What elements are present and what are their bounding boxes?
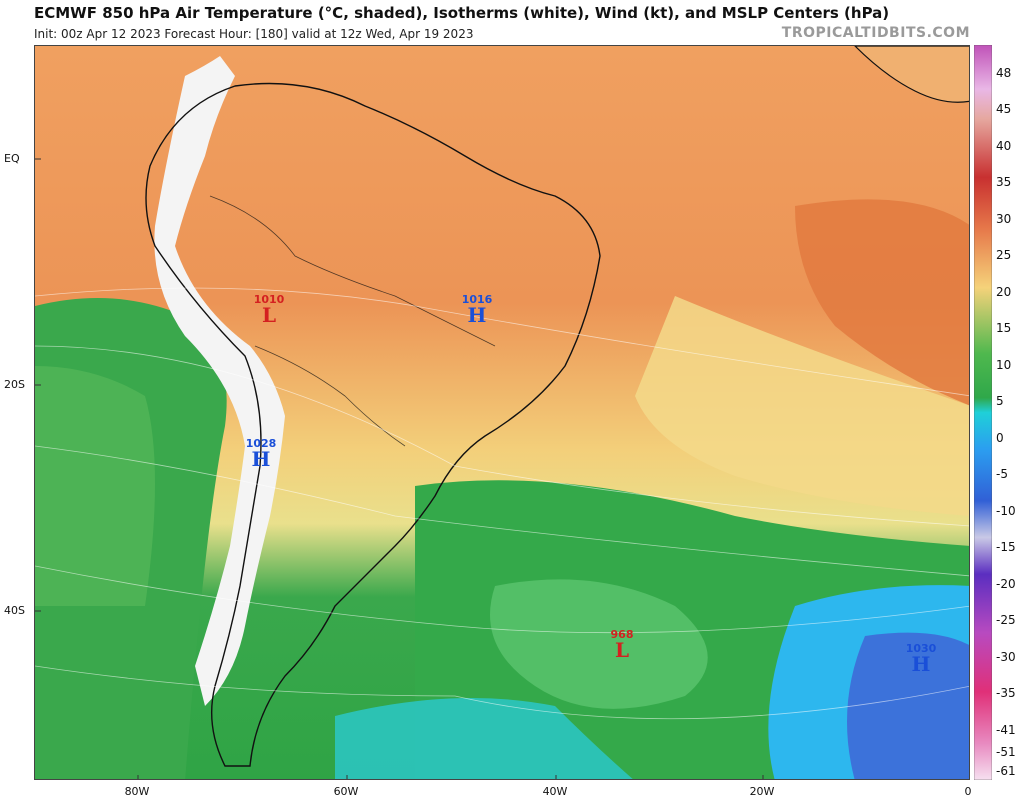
lat-label-20s: 20S — [4, 378, 25, 391]
lon-label-0: 0 — [964, 785, 972, 798]
lat-label-40s: 40S — [4, 604, 25, 617]
colorbar-label: 48 — [996, 66, 1012, 80]
colorbar-label: -10 — [996, 504, 1016, 518]
colorbar-label: 30 — [996, 212, 1012, 226]
colder-pool-zone — [847, 632, 969, 779]
low-pressure-center-1010: 1010 L — [253, 293, 285, 327]
site-watermark: TROPICALTIDBITS.COM — [781, 25, 970, 41]
temperature-colorbar — [974, 45, 992, 780]
low-symbol: L — [261, 303, 277, 327]
colorbar-label: 45 — [996, 102, 1012, 116]
grid-ticks — [35, 158, 764, 779]
colorbar-label: 20 — [996, 285, 1012, 299]
pressure-value: 968 — [610, 628, 634, 641]
lon-label-60w: 60W — [333, 785, 359, 798]
colorbar-label: 35 — [996, 175, 1012, 189]
high-symbol: H — [467, 303, 487, 327]
pacific-mild-zone — [35, 366, 155, 606]
africa-coastline — [854, 46, 969, 103]
atlantic-mild-zone — [635, 296, 969, 516]
lon-label-20w: 20W — [749, 785, 775, 798]
lon-label-40w: 40W — [542, 785, 568, 798]
south-america-coastline — [145, 82, 601, 767]
high-pressure-center-1030: 1030 H — [905, 642, 937, 676]
colorbar-label: -35 — [996, 686, 1016, 700]
temperature-map[interactable]: 1010 L 1016 H 1028 H 968 L 1030 H — [34, 45, 970, 780]
map-subtitle: Init: 00z Apr 12 2023 Forecast Hour: [18… — [34, 27, 474, 41]
lon-label-80w: 80W — [124, 785, 150, 798]
pressure-value: 1030 — [905, 642, 937, 655]
high-pressure-center-1028: 1028 H — [245, 437, 277, 471]
colorbar-label: -61 — [996, 764, 1016, 778]
isotherm-lines — [35, 287, 969, 720]
pressure-value: 1010 — [253, 293, 285, 306]
south-cold-tongue — [335, 698, 633, 779]
high-symbol: H — [911, 652, 931, 676]
pressure-value: 1016 — [461, 293, 493, 306]
colorbar-label: -5 — [996, 467, 1008, 481]
colorbar-label: 0 — [996, 431, 1004, 445]
cyclone-core-zone — [490, 579, 708, 709]
high-symbol: H — [251, 447, 271, 471]
andes-high-terrain — [154, 56, 285, 706]
colorbar-label: -51 — [996, 745, 1016, 759]
map-canvas — [35, 46, 969, 779]
colorbar-label: -30 — [996, 650, 1016, 664]
colorbar-label: 40 — [996, 139, 1012, 153]
low-pressure-center-968: 968 L — [610, 628, 634, 662]
colorbar-label: 15 — [996, 321, 1012, 335]
pressure-value: 1028 — [245, 437, 277, 450]
low-symbol: L — [614, 638, 630, 662]
map-title: ECMWF 850 hPa Air Temperature (°C, shade… — [34, 4, 890, 22]
country-borders — [209, 195, 496, 347]
colorbar-label: -41 — [996, 723, 1016, 737]
colorbar-label: -15 — [996, 540, 1016, 554]
colorbar-label: 5 — [996, 394, 1004, 408]
colorbar-label: -25 — [996, 613, 1016, 627]
colorbar-label: 10 — [996, 358, 1012, 372]
atlantic-hot-zone — [795, 199, 969, 406]
lat-label-eq: EQ — [4, 152, 20, 165]
country-borders-south — [254, 345, 406, 447]
high-pressure-center-1016: 1016 H — [461, 293, 493, 327]
colorbar-label: -20 — [996, 577, 1016, 591]
colorbar-label: 25 — [996, 248, 1012, 262]
